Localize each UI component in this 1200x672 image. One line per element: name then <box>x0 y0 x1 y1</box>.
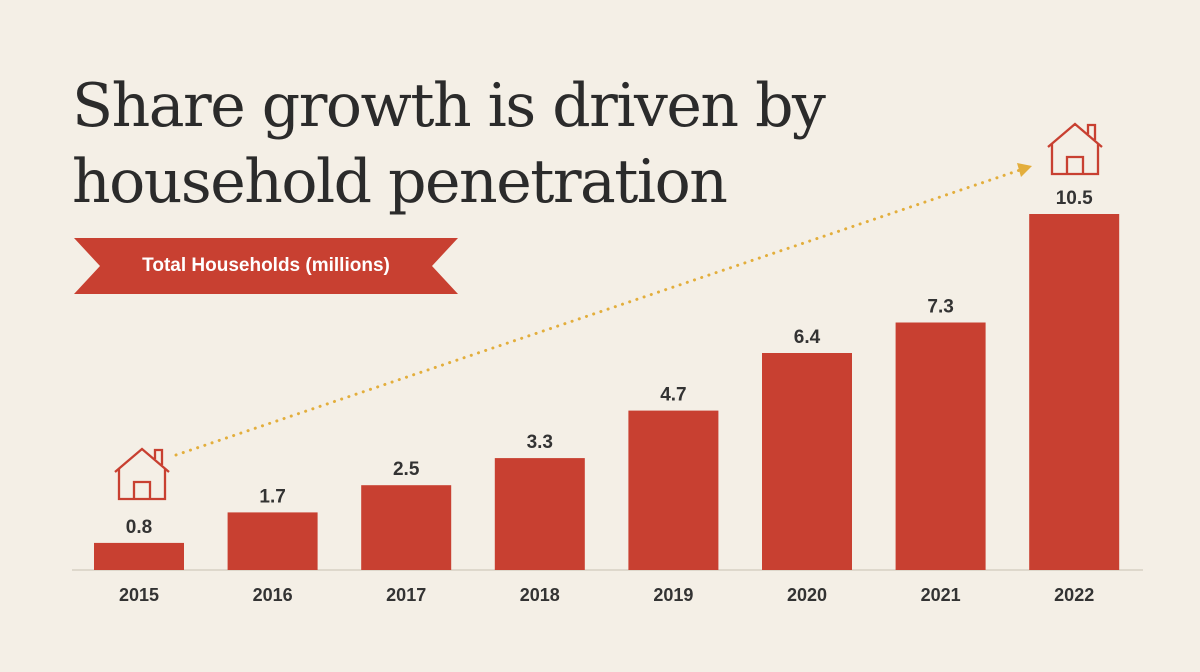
bar-2019 <box>628 410 719 570</box>
bar-2016 <box>227 512 318 570</box>
title-line-1: Share growth is driven by <box>72 71 826 141</box>
bar-2022 <box>1029 214 1120 570</box>
value-label-2018: 3.3 <box>527 432 553 453</box>
category-label-2019: 2019 <box>653 585 693 605</box>
page-title: Share growth is driven by household pene… <box>72 68 872 220</box>
value-label-2017: 2.5 <box>393 459 420 480</box>
bar-group <box>94 214 1120 570</box>
category-label-2018: 2018 <box>520 585 560 605</box>
category-label-group: 2015 2016 2017 2018 2019 2020 2021 2022 <box>119 585 1094 605</box>
category-label-2016: 2016 <box>253 585 293 605</box>
chart-label-banner: Total Households (millions) <box>74 238 458 294</box>
bar-2017 <box>361 485 452 570</box>
bar-2020 <box>762 353 852 570</box>
house-icon-start <box>114 447 170 501</box>
bar-2021 <box>895 322 986 570</box>
value-label-2020: 6.4 <box>794 327 821 348</box>
house-icon-end <box>1047 122 1103 176</box>
title-line-2: household penetration <box>72 147 728 217</box>
bar-2015 <box>94 542 184 570</box>
trend-arrow-line <box>174 168 1022 457</box>
banner-ribbon-shape <box>74 238 458 294</box>
category-label-2015: 2015 <box>119 585 159 605</box>
value-label-group: 0.8 1.7 2.5 3.3 4.7 6.4 7.3 10.5 <box>126 188 1093 538</box>
category-label-2017: 2017 <box>386 585 426 605</box>
trend-arrow <box>174 163 1032 457</box>
category-label-2021: 2021 <box>921 585 961 605</box>
value-label-2019: 4.7 <box>660 385 686 406</box>
category-label-2020: 2020 <box>787 585 827 605</box>
category-label-2022: 2022 <box>1054 585 1094 605</box>
bar-2018 <box>494 458 585 570</box>
value-label-2022: 10.5 <box>1056 188 1093 209</box>
banner-text: Total Households (millions) <box>142 255 390 276</box>
value-label-2021: 7.3 <box>927 297 953 318</box>
trend-arrow-head <box>1017 163 1032 177</box>
value-label-2016: 1.7 <box>259 486 285 507</box>
value-label-2015: 0.8 <box>126 517 152 538</box>
